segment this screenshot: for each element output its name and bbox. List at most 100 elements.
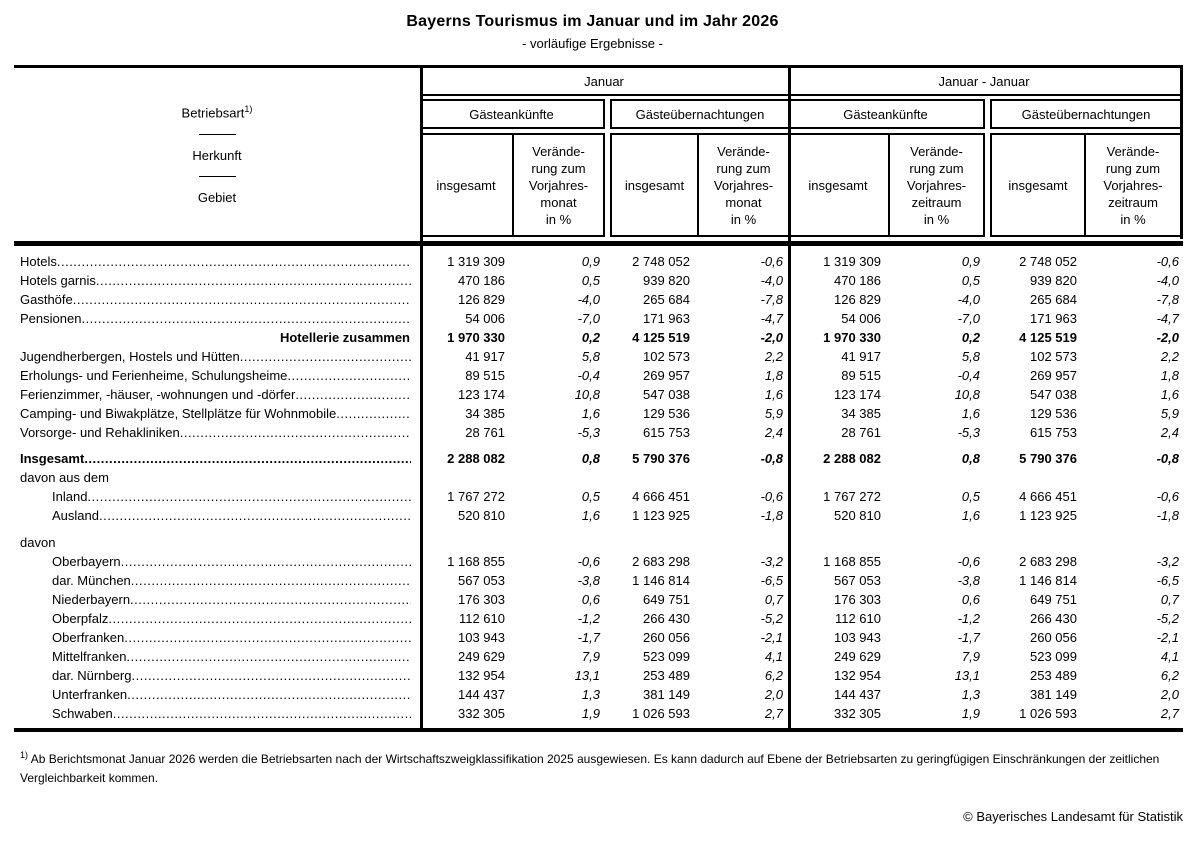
row-value: 1,6 bbox=[961, 508, 980, 523]
row-label: Oberfranken bbox=[14, 628, 420, 647]
row-value: 260 056 bbox=[1030, 630, 1077, 645]
row-value bbox=[788, 533, 888, 552]
page: { "page": { "title": "Bayerns Tourismus … bbox=[0, 11, 1185, 841]
row-label: dar. München bbox=[14, 571, 420, 590]
row-value bbox=[420, 533, 512, 552]
row-value: 4,1 bbox=[1160, 649, 1179, 664]
row-value: 265 684 bbox=[1030, 292, 1077, 307]
row-label: Gasthöfe bbox=[14, 290, 420, 309]
vertical-divider bbox=[420, 65, 423, 732]
row-value: 547 038 bbox=[643, 387, 690, 402]
row-value: 1 146 814 bbox=[632, 573, 690, 588]
table-row: Ausland 520 810 1,6 1 123 925 -1,8 520 8… bbox=[14, 506, 1183, 525]
row-value: 2 748 052 bbox=[632, 254, 690, 269]
row-value: -5,2 bbox=[760, 611, 783, 626]
row-value: -5,2 bbox=[1156, 611, 1179, 626]
row-value: 41 917 bbox=[841, 349, 881, 364]
row-value: 5 790 376 bbox=[1019, 451, 1077, 466]
row-value: 2,0 bbox=[1160, 687, 1179, 702]
row-value: -0,8 bbox=[760, 451, 783, 466]
row-value bbox=[512, 533, 605, 552]
row-value: 7,9 bbox=[961, 649, 980, 664]
stub-cell: Betriebsart1) Herkunft Gebiet bbox=[14, 68, 420, 241]
row-value: 4 666 451 bbox=[1019, 489, 1077, 504]
row-value: 112 610 bbox=[834, 611, 881, 626]
table-row: Camping- und Biwakplätze, Stellplätze fü… bbox=[14, 404, 1183, 423]
row-label: Oberbayern bbox=[14, 552, 420, 571]
table-top-border bbox=[14, 65, 1183, 68]
row-value: 939 820 bbox=[1030, 273, 1077, 288]
row-value: -1,2 bbox=[957, 611, 980, 626]
row-value: 144 437 bbox=[458, 687, 505, 702]
row-label: Hotels bbox=[14, 252, 420, 271]
row-value: 126 829 bbox=[834, 292, 881, 307]
dot-leader bbox=[127, 685, 411, 704]
row-label-text: Niederbayern bbox=[52, 592, 131, 607]
vertical-divider bbox=[1180, 65, 1183, 239]
row-value: 0,2 bbox=[961, 330, 980, 345]
dot-leader bbox=[240, 347, 411, 366]
row-label-text: Vorsorge- und Rehakliniken bbox=[20, 425, 180, 440]
row-value: -5,3 bbox=[577, 425, 600, 440]
row-value: 2,4 bbox=[764, 425, 783, 440]
footnote-marker: 1) bbox=[20, 750, 29, 760]
page-subtitle: - vorläufige Ergebnisse - bbox=[522, 36, 663, 51]
row-value: 269 957 bbox=[643, 368, 690, 383]
table-row: davon bbox=[14, 533, 1183, 552]
row-value bbox=[1084, 533, 1183, 552]
row-value: 103 943 bbox=[458, 630, 505, 645]
row-value: 0,5 bbox=[961, 489, 980, 504]
dot-leader bbox=[121, 552, 411, 571]
row-value: -3,2 bbox=[760, 554, 783, 569]
change-header: Verände- rung zum Vorjahres- zeitraum in… bbox=[888, 135, 983, 235]
dot-leader bbox=[73, 290, 411, 309]
leaf-header-box: insgesamt Verände- rung zum Vorjahres- m… bbox=[610, 133, 788, 237]
col-subgroup-overnights-period: Gästeübernachtungen bbox=[990, 99, 1183, 129]
row-value: 176 303 bbox=[834, 592, 881, 607]
row-label: Inland bbox=[14, 487, 420, 506]
stub-gebiet: Gebiet bbox=[197, 189, 237, 205]
row-label: Jugendherbergen, Hostels und Hütten bbox=[14, 347, 420, 366]
vertical-divider bbox=[788, 65, 791, 732]
row-value bbox=[985, 533, 1084, 552]
table-row: Erholungs- und Ferienheime, Schulungshei… bbox=[14, 366, 1183, 385]
row-value: -0,4 bbox=[577, 368, 600, 383]
row-value: 5,8 bbox=[961, 349, 980, 364]
footnote-ref: 1) bbox=[244, 104, 253, 115]
row-label-text: Hotellerie zusammen bbox=[279, 330, 410, 345]
row-value: 1 026 593 bbox=[632, 706, 690, 721]
header-separator bbox=[14, 241, 1183, 246]
row-value: 0,8 bbox=[961, 451, 980, 466]
row-label-text: Hotels garnis bbox=[20, 273, 96, 288]
row-label: Erholungs- und Ferienheime, Schulungshei… bbox=[14, 366, 420, 385]
row-value: -0,6 bbox=[760, 489, 783, 504]
insgesamt-header: insgesamt bbox=[808, 177, 868, 193]
row-label: Vorsorge- und Rehakliniken bbox=[14, 423, 420, 442]
row-value: 41 917 bbox=[465, 349, 505, 364]
row-value: 132 954 bbox=[458, 668, 505, 683]
row-value: 0,2 bbox=[581, 330, 600, 345]
table-bottom-border bbox=[14, 728, 1183, 732]
row-value: -0,6 bbox=[1156, 254, 1179, 269]
row-value: 2 288 082 bbox=[823, 451, 881, 466]
row-label: Ferienzimmer, -häuser, -wohnungen und -d… bbox=[14, 385, 420, 404]
row-value: -4,0 bbox=[957, 292, 980, 307]
row-value: 2,7 bbox=[764, 706, 783, 721]
row-label: Hotels garnis bbox=[14, 271, 420, 290]
row-value: -4,0 bbox=[1156, 273, 1179, 288]
col-group-januar-januar: Januar - Januar bbox=[788, 68, 1183, 96]
row-value bbox=[888, 468, 985, 487]
row-value: -7,8 bbox=[1156, 292, 1179, 307]
footnote-text: Ab Berichtsmonat Januar 2026 werden die … bbox=[20, 752, 1160, 785]
row-value: 0,7 bbox=[1160, 592, 1179, 607]
table-row: Hotellerie zusammen 1 970 330 0,2 4 125 … bbox=[14, 328, 1183, 347]
row-value: 2,0 bbox=[764, 687, 783, 702]
table-row: Unterfranken 144 437 1,3 381 149 2,0 144… bbox=[14, 685, 1183, 704]
row-value: -7,0 bbox=[577, 311, 600, 326]
row-value bbox=[1084, 468, 1183, 487]
row-value bbox=[788, 468, 888, 487]
row-value: 1 123 925 bbox=[632, 508, 690, 523]
row-label-text: Insgesamt bbox=[20, 451, 85, 466]
row-value: -0,4 bbox=[957, 368, 980, 383]
change-header: Verände- rung zum Vorjahres- monat in % bbox=[697, 135, 788, 235]
